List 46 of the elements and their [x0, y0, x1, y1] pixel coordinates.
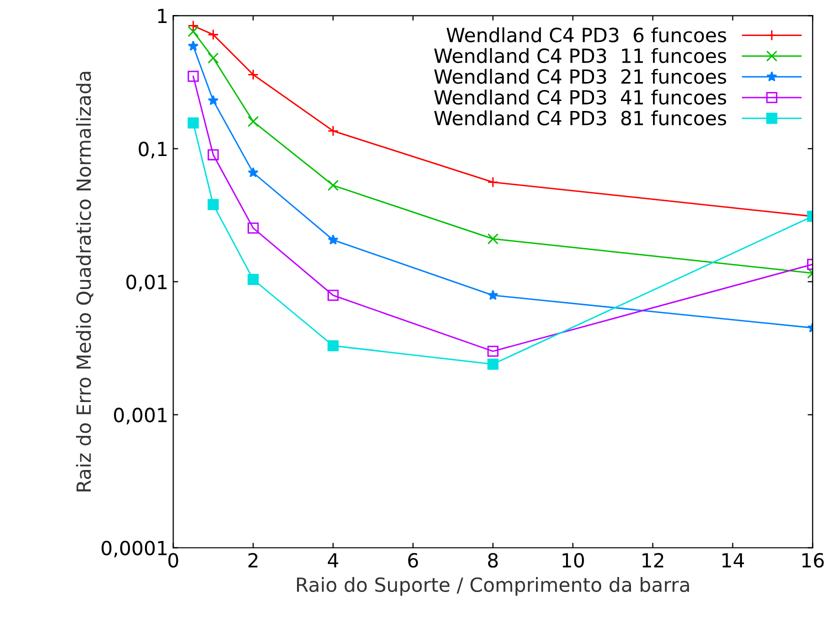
legend-label: Wendland C4 PD3 81 funcoes	[434, 110, 726, 126]
point	[328, 290, 339, 301]
point	[487, 358, 498, 370]
point	[248, 222, 259, 234]
point	[208, 149, 219, 160]
x-tick-label: 10	[562, 552, 584, 568]
x-axis-title: Raio do Suporte / Comprimento da barra	[297, 576, 689, 596]
point	[188, 40, 199, 51]
x-tick-label: 16	[802, 552, 824, 568]
legend-label: Wendland C4 PD3 6 funcoes	[446, 27, 726, 42]
x-tick-label: 12	[642, 552, 664, 568]
legend-label: Wendland C4 PD3 11 funcoes	[434, 48, 726, 64]
x-tick-label: 6	[408, 552, 418, 568]
point	[208, 199, 219, 210]
point	[248, 69, 259, 80]
y-tick-label: 0,01	[126, 274, 167, 292]
point	[487, 233, 498, 244]
point	[188, 117, 199, 129]
y-tick-label: 1	[158, 8, 167, 24]
point	[188, 70, 199, 82]
point	[248, 116, 259, 128]
point	[488, 290, 498, 300]
x-tick-label: 14	[722, 553, 744, 568]
point	[188, 20, 199, 32]
point	[487, 346, 498, 357]
y-tick-label: 0,001	[114, 408, 167, 424]
point	[328, 340, 339, 352]
x-tick-label: 0	[168, 552, 178, 568]
point	[248, 274, 259, 285]
point	[188, 26, 199, 38]
point	[208, 95, 219, 106]
point	[208, 52, 219, 64]
legend-label: Wendland C4 PD3 41 funcoes	[434, 90, 726, 105]
point	[208, 29, 219, 40]
y-tick-label: 0,1	[138, 142, 167, 158]
point	[487, 176, 498, 188]
legend-label: Wendland C4 PD3 21 funcoes	[434, 68, 726, 84]
point	[248, 167, 258, 178]
y-tick-label: 0,0001	[102, 540, 167, 558]
point	[328, 125, 339, 136]
x-tick-label: 2	[248, 552, 258, 568]
x-tick-label: 4	[328, 553, 338, 568]
x-tick-label: 8	[488, 552, 498, 568]
point	[328, 234, 338, 245]
point	[328, 180, 339, 191]
y-axis-title: Raiz do Erro Medio Quadratico Normalizada	[76, 72, 94, 492]
